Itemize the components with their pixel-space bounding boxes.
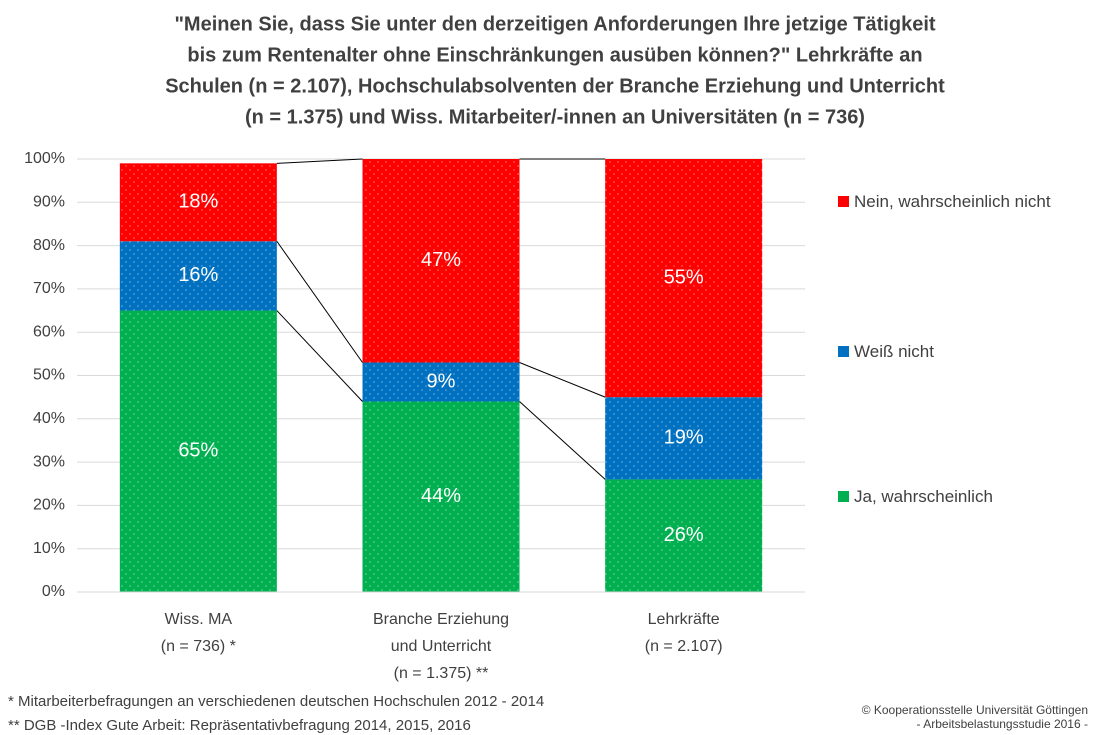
- bar-segment: [119, 310, 277, 592]
- legend-item: Weiß nicht: [838, 338, 1068, 365]
- y-tick-label: 50%: [33, 367, 65, 384]
- data-label: 44%: [421, 485, 461, 507]
- credit: © Kooperationsstelle Universität Götting…: [862, 703, 1088, 717]
- data-label: 26%: [664, 524, 704, 546]
- data-label: 9%: [427, 370, 456, 392]
- data-label: 47%: [421, 249, 461, 271]
- y-tick-label: 0%: [42, 583, 65, 600]
- y-tick-label: 40%: [33, 410, 65, 427]
- credit: - Arbeitsbelastungsstudie 2016 -: [917, 717, 1088, 731]
- bar-segment: [362, 362, 520, 402]
- data-label: 55%: [664, 266, 704, 288]
- legend-swatch: [838, 196, 849, 207]
- bar-segment: [605, 159, 763, 398]
- series-line: [276, 240, 363, 363]
- x-tick-label: Lehrkräfte: [648, 611, 720, 628]
- y-tick-label: 80%: [33, 237, 65, 254]
- bar-segment: [119, 163, 277, 242]
- x-tick-label: und Unterricht: [391, 638, 492, 655]
- bar-segment: [362, 401, 520, 592]
- legend-swatch: [838, 491, 849, 502]
- chart-title: Schulen (n = 2.107), Hochschulabsolvente…: [165, 75, 945, 97]
- legend-label: Ja, wahrscheinlich: [854, 487, 993, 506]
- series-line: [519, 401, 606, 480]
- chart-title: bis zum Rentenalter ohne Einschränkungen…: [187, 44, 922, 66]
- bar-segment: [362, 159, 520, 363]
- legend-item: Nein, wahrscheinlich nicht: [838, 188, 1068, 215]
- legend-item: Ja, wahrscheinlich: [838, 483, 1068, 510]
- data-label: 16%: [178, 264, 218, 286]
- y-tick-label: 10%: [33, 540, 65, 557]
- footnote: * Mitarbeiterbefragungen an verschiedene…: [8, 693, 544, 710]
- legend-label: Nein, wahrscheinlich nicht: [854, 192, 1051, 211]
- data-label: 19%: [664, 427, 704, 449]
- y-tick-label: 20%: [33, 497, 65, 514]
- bar-segment: [119, 241, 277, 311]
- legend-swatch: [838, 346, 849, 357]
- y-tick-label: 90%: [33, 194, 65, 211]
- x-tick-label: (n = 1.375) **: [394, 665, 489, 682]
- x-tick-label: (n = 2.107): [645, 638, 723, 655]
- chart-title: (n = 1.375) und Wiss. Mitarbeiter/-innen…: [245, 106, 865, 128]
- data-label: 65%: [178, 440, 218, 462]
- footnote: ** DGB -Index Gute Arbeit: Repräsentativ…: [8, 717, 471, 734]
- x-tick-label: (n = 736) *: [161, 638, 236, 655]
- series-line: [276, 158, 363, 164]
- y-tick-label: 100%: [24, 150, 65, 167]
- y-tick-label: 70%: [33, 280, 65, 297]
- series-line: [276, 310, 363, 402]
- y-tick-label: 60%: [33, 323, 65, 340]
- bar-segment: [605, 397, 763, 480]
- bar-segment: [605, 479, 763, 592]
- legend-label: Weiß nicht: [854, 342, 934, 361]
- x-tick-label: Branche Erziehung: [373, 611, 509, 628]
- series-line: [519, 362, 606, 398]
- x-tick-label: Wiss. MA: [165, 611, 233, 628]
- chart-title: "Meinen Sie, dass Sie unter den derzeiti…: [174, 13, 935, 35]
- y-tick-label: 30%: [33, 453, 65, 470]
- data-label: 18%: [178, 191, 218, 213]
